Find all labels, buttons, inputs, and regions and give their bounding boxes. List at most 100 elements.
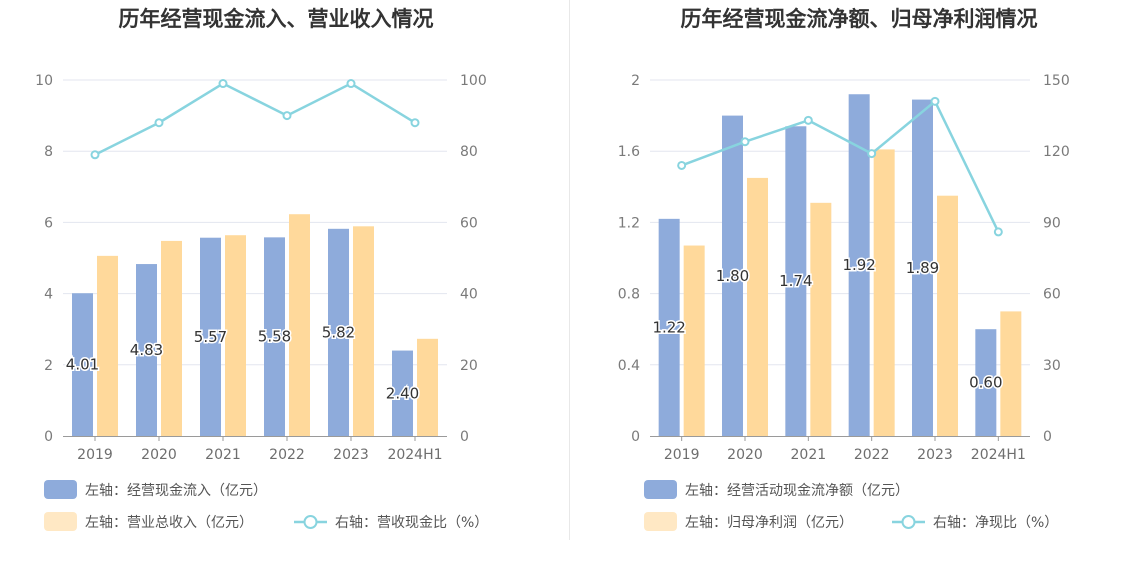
chart2-bar-data-label: 1.80 [716, 267, 749, 285]
chart2-x-tick-label: 2024H1 [971, 447, 1026, 463]
chart1-bar-data-label: 4.01 [66, 356, 99, 374]
chart2-bar-primary [722, 115, 743, 436]
chart1-bar-primary [264, 237, 285, 436]
panel-divider [569, 0, 570, 540]
chart1-title: 历年经营现金流入、营业收入情况 [119, 7, 434, 31]
chart1-bar-data-label: 4.83 [130, 341, 163, 359]
chart2-line-point [930, 96, 940, 106]
chart2-right-tick-label: 30 [1043, 358, 1061, 374]
chart1-x-tick-label: 2021 [205, 447, 241, 463]
chart2-legend-swatch-line-marker [901, 515, 916, 529]
chart2-bar-secondary [937, 195, 958, 436]
chart2-right-tick-label: 60 [1043, 287, 1061, 303]
chart1-left-tick-label: 10 [35, 73, 53, 89]
chart1-bar-primary [136, 264, 157, 436]
chart2-bar-data-label: 0.60 [969, 374, 1002, 392]
chart1-x-tick-label: 2023 [333, 447, 369, 463]
chart1-bar-data-label: 5.82 [322, 323, 355, 341]
chart2-right-tick-label: 150 [1043, 73, 1070, 89]
chart2-bar-data-label: 1.89 [906, 259, 939, 277]
chart1-bar-secondary [97, 255, 118, 436]
chart2-legend-label-line: 右轴：净现比（%） [933, 515, 1058, 531]
chart2-bar-primary [658, 218, 680, 436]
chart2-bar-data-label: 1.92 [842, 256, 875, 274]
chart2-bar-secondary [810, 202, 832, 436]
chart1-legend-swatch-line-marker [303, 515, 318, 529]
chart2-legend-label-secondary: 左轴：归母净利润（亿元） [685, 514, 853, 531]
chart1-line-point [282, 111, 292, 121]
chart1-line-point [410, 118, 420, 128]
chart2-bar-data-label: 1.22 [652, 318, 685, 336]
chart1-bar-primary [72, 293, 93, 436]
chart2-legend-label-primary: 左轴：经营活动现金流净额（亿元） [685, 483, 909, 499]
chart2-line-point [867, 149, 877, 159]
chart1-left-tick-label: 2 [44, 358, 53, 374]
chart2-left-tick-label: 1.2 [618, 215, 640, 231]
chart1-bar-secondary [417, 338, 438, 436]
chart1-line-point [154, 118, 164, 128]
chart2-title: 历年经营现金流净额、归母净利润情况 [681, 7, 1038, 31]
chart1-left-tick-label: 6 [44, 215, 53, 231]
chart1-bar-secondary [353, 226, 374, 436]
chart2-left-tick-label: 1.6 [618, 144, 640, 160]
chart2-left-tick-label: 0.8 [618, 287, 640, 303]
chart1-bar-secondary [289, 214, 310, 436]
chart1-legend-swatch-secondary [44, 512, 77, 531]
chart1-right-tick-label: 20 [460, 358, 478, 374]
chart2-bar-primary [848, 94, 870, 437]
chart1-right-tick-label: 60 [460, 215, 478, 231]
chart2-right-tick-label: 0 [1043, 429, 1052, 445]
chart1-right-tick-label: 80 [460, 144, 478, 160]
chart2-bar-primary [975, 329, 997, 436]
chart1-bar-secondary [161, 240, 182, 436]
chart2-line-point [740, 137, 750, 147]
chart1-right-tick-label: 40 [460, 287, 478, 303]
chart2-bar-secondary [747, 177, 768, 436]
chart1-left-tick-label: 8 [44, 144, 53, 160]
chart1-bar-secondary [225, 235, 246, 436]
chart2-x-tick-label: 2021 [791, 447, 827, 463]
chart1-line-point [218, 79, 228, 89]
chart1-bar-primary [392, 350, 413, 436]
chart2-x-tick-label: 2022 [854, 447, 890, 463]
chart1-x-tick-label: 2019 [77, 447, 113, 463]
chart1-bar-data-label: 2.40 [386, 384, 419, 402]
chart2-legend-swatch-secondary [644, 512, 677, 531]
chart1-bar-data-label: 5.58 [258, 328, 291, 346]
chart1-bar-primary [200, 237, 221, 436]
chart2-line-point [803, 115, 813, 125]
chart2-bar-primary [912, 99, 933, 436]
chart2-x-tick-label: 2020 [727, 447, 763, 463]
chart2-bar-primary [785, 126, 807, 436]
chart1-line-point [346, 79, 356, 89]
chart1-left-tick-label: 4 [44, 287, 53, 303]
chart2-left-tick-label: 0.4 [618, 358, 640, 374]
chart1-legend-label-line: 右轴：营收现金比（%） [335, 515, 488, 531]
chart1-x-tick-label: 2024H1 [387, 447, 442, 463]
chart1-x-tick-label: 2020 [141, 447, 177, 463]
chart1-series-line [94, 82, 416, 156]
chart2-bar-secondary [873, 149, 895, 437]
chart1-bar-data-label: 5.57 [194, 328, 227, 346]
chart1-x-tick-label: 2022 [269, 447, 305, 463]
chart2-bar-secondary [1000, 311, 1022, 436]
chart2-line-point [677, 160, 687, 170]
chart1-right-tick-label: 100 [460, 73, 487, 89]
chart2-line-point [993, 227, 1003, 237]
chart1-line-point [90, 150, 100, 160]
chart2-right-tick-label: 120 [1043, 144, 1070, 160]
chart1-legend-label-secondary: 左轴：营业总收入（亿元） [85, 515, 253, 531]
chart2-legend-swatch-primary [644, 480, 677, 499]
chart2-x-tick-label: 2019 [664, 447, 700, 463]
chart2-left-tick-label: 0 [631, 429, 640, 445]
chart2-bar-secondary [683, 245, 705, 436]
chart1-legend-label-primary: 左轴：经营现金流入（亿元） [85, 483, 267, 499]
chart1-legend-swatch-primary [44, 480, 77, 499]
chart2-right-tick-label: 90 [1043, 215, 1061, 231]
chart2-series-line [681, 99, 1000, 233]
chart2-x-tick-label: 2023 [917, 447, 953, 463]
chart1-bar-primary [328, 228, 349, 436]
chart2-left-tick-label: 2 [631, 73, 640, 89]
